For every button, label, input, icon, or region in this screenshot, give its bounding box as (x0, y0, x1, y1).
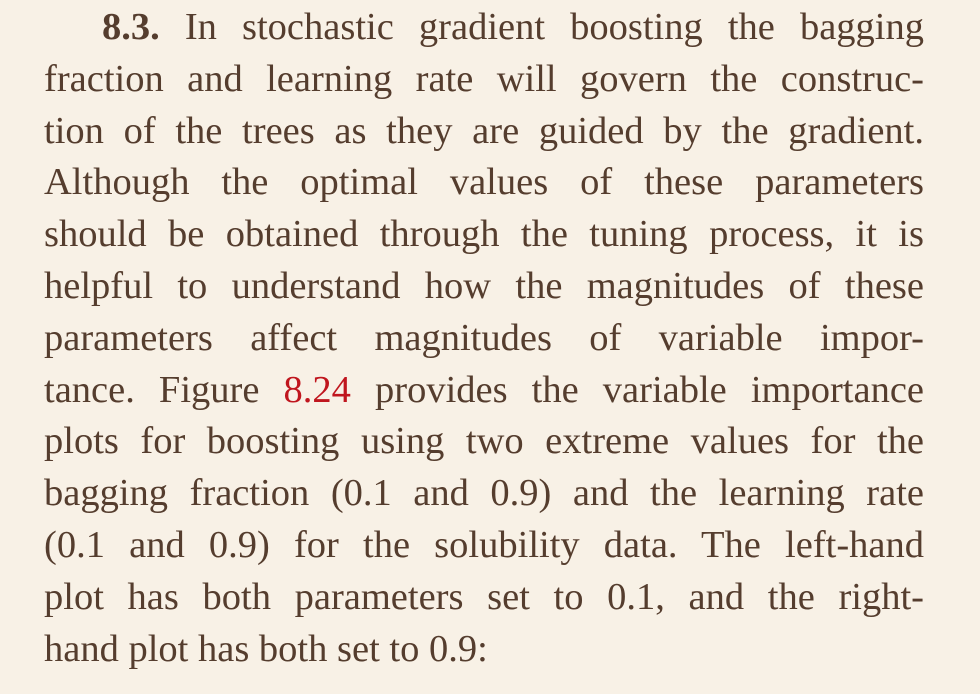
exercise-8-3: 8.3. In stochastic gradient boosting the… (44, 2, 924, 675)
text-line-10: bagging fraction (0.1 and 0.9) and the l… (44, 472, 924, 515)
text-line-7: parameters affect magnitudes of variable… (44, 316, 924, 359)
text-line-13: hand plot has both set to 0.9: (44, 627, 488, 670)
text-line-11: (0.1 and 0.9) for the solubility data. T… (44, 523, 924, 566)
text-line-1: 8.3. In stochastic gradient boosting the… (44, 2, 924, 54)
line-1-text: In stochastic gradient boosting the bagg… (184, 6, 924, 48)
figure-ref-link[interactable]: 8.24 (283, 368, 351, 411)
exercise-number: 8.3. (102, 6, 160, 48)
text-line-2: fraction and learning rate will govern t… (44, 57, 924, 100)
text-line-9: plots for boosting using two extreme val… (44, 420, 924, 463)
line-8-text-after-ref: provides the variable importance (375, 368, 925, 411)
line-8-text-before-ref: tance. Figure (44, 368, 260, 411)
text-line-8: tance. Figure 8.24 provides the variable… (44, 365, 924, 417)
text-line-5: should be obtained through the tuning pr… (44, 213, 924, 256)
text-line-4: Although the optimal values of these par… (44, 161, 924, 204)
text-line-3: tion of the trees as they are guided by … (44, 109, 924, 152)
text-line-12: plot has both parameters set to 0.1, and… (44, 575, 924, 618)
text-line-6: helpful to understand how the magnitudes… (44, 264, 924, 307)
